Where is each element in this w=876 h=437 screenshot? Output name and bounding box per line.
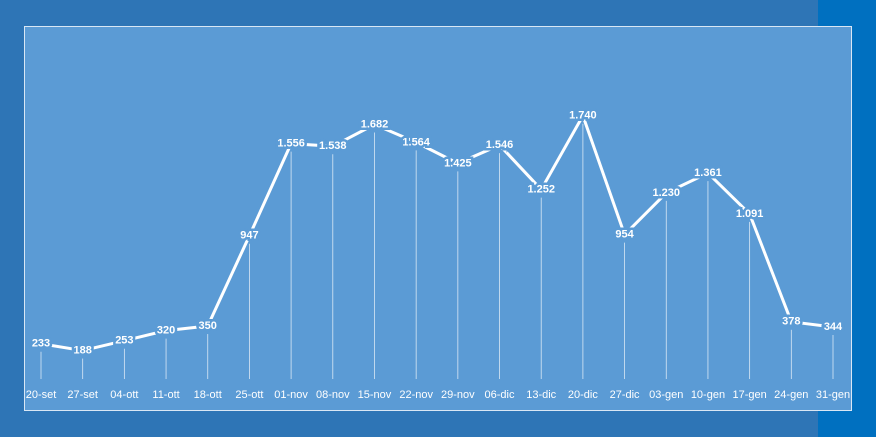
data-label: 233 [32,338,50,350]
data-label: 344 [824,321,843,333]
data-label: 1.230 [652,187,680,199]
data-label: 1.538 [319,140,347,152]
x-tick-label: 01-nov [274,389,308,401]
data-label: 1.252 [527,183,555,195]
x-tick-label: 08-nov [316,389,350,401]
data-label: 1.682 [361,118,389,130]
data-label: 1.556 [277,137,305,149]
data-label: 1.425 [444,157,472,169]
x-tick-label: 03-gen [649,389,683,401]
x-tick-label: 29-nov [441,389,475,401]
x-tick-label: 22-nov [399,389,433,401]
data-label: 378 [782,316,800,328]
data-label: 1.546 [486,139,514,151]
data-label: 1.564 [402,136,430,148]
data-label: 1.361 [694,167,722,179]
x-tick-label: 18-ott [194,389,222,401]
x-tick-label: 24-gen [774,389,808,401]
data-label: 188 [74,344,92,356]
x-tick-label: 04-ott [110,389,138,401]
x-tick-label: 11-ott [152,389,179,401]
x-tick-label: 06-dic [485,389,515,401]
data-label: 947 [240,230,258,242]
data-label: 320 [157,324,175,336]
x-tick-label: 20-dic [568,389,598,401]
data-label: 1.091 [736,208,764,220]
data-label: 1.740 [569,110,597,122]
x-tick-label: 13-dic [526,389,556,401]
line [40,114,834,353]
x-tick-label: 10-gen [691,389,725,401]
x-tick-label: 20-set [26,389,57,401]
x-tick-label: 25-ott [235,389,263,401]
x-tick-label: 17-gen [732,389,766,401]
data-label: 253 [115,335,133,347]
x-tick-label: 27-set [67,389,98,401]
data-label: 350 [199,320,217,332]
plot-area [24,26,852,411]
x-tick-label: 15-nov [358,389,392,401]
data-label: 954 [615,229,634,241]
x-tick-label: 27-dic [610,389,640,401]
x-tick-label: 31-gen [816,389,850,401]
